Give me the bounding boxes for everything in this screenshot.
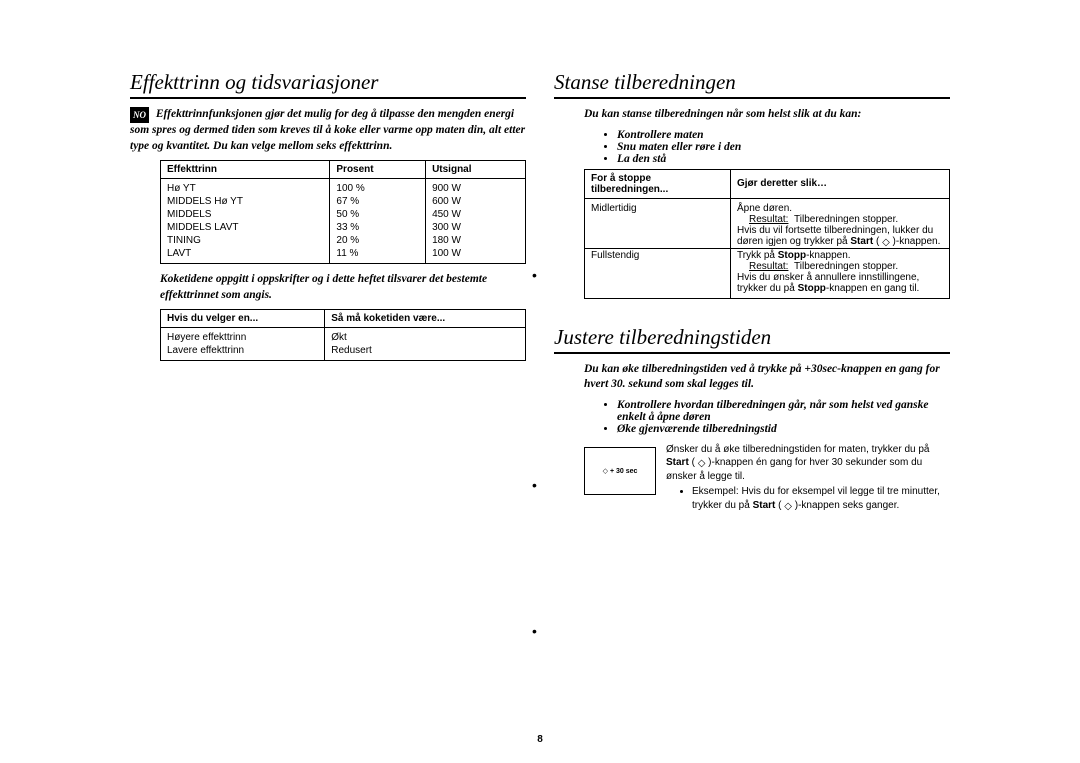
diamond-icon: ◇ [698,457,706,471]
txt: -knappen en gang til. [826,283,919,294]
justere-body: Ønsker du å øke tilberedningstiden for m… [666,443,950,515]
th: Så må koketiden være... [325,310,526,328]
txt: -knappen. [806,250,850,261]
td: Trykk på Stopp-knappen. Resultat: Tilber… [731,248,950,298]
th: Gjør deretter slik… [731,169,950,198]
left-column: Effekttrinn og tidsvariasjoner NO Effekt… [130,70,526,514]
stop-table: For å stoppe tilberedningen... Gjør dere… [584,169,950,299]
td: Hø YT [161,179,330,196]
bullet: Snu maten eller røre i den [617,141,950,153]
td: Midlertidig [585,198,731,248]
heading-justere: Justere tilberedningstiden [554,325,950,354]
intro-justere: Du kan øke tilberedningstiden ved å tryk… [584,362,950,393]
right-column: Stanse tilberedningen Du kan stanse tilb… [554,70,950,514]
td: Økt [325,328,526,345]
result-label: Resultat: [749,214,788,225]
start-label: Start [753,500,776,511]
td: 100 W [426,247,526,264]
td: Lavere effekttrinn [161,344,325,361]
lang-badge: NO [130,107,149,123]
page-number: 8 [537,734,543,745]
start-label: Start [666,457,689,468]
stop-label: Stopp [778,250,806,261]
heading-effekttrinn: Effekttrinn og tidsvariasjoner [130,70,526,99]
td: 67 % [330,195,426,208]
td: Høyere effekttrinn [161,328,325,345]
binder-dot-icon: • [532,268,537,282]
bullet: Kontrollere maten [617,129,950,141]
intro-left: NO Effekttrinnfunksjonen gjør det mulig … [130,107,526,154]
icon-label: + 30 sec [610,468,637,475]
td: 50 % [330,208,426,221]
example-bullet: Eksempel: Hvis du for eksempel vil legge… [692,485,950,512]
td: 20 % [330,234,426,247]
td: 600 W [426,195,526,208]
diamond-icon: ◇ [882,237,890,248]
txt: Tilberedningen stopper. [794,214,898,225]
bullet: Kontrollere hvordan tilberedningen går, … [617,399,950,423]
intro-stanse: Du kan stanse tilberedningen når som hel… [584,107,950,123]
stop-label: Stopp [798,283,826,294]
th: Utsignal [426,161,526,179]
td: TINING [161,234,330,247]
diamond-icon: ◇ [784,500,792,514]
txt: )-knappen seks ganger. [792,500,899,511]
result-label: Resultat: [749,261,788,272]
th: For å stoppe tilberedningen... [585,169,731,198]
binder-dot-icon: • [532,478,537,492]
stanse-bullets: Kontrollere maten Snu maten eller røre i… [599,129,950,165]
td: MIDDELS LAVT [161,221,330,234]
plus30-icon: ◇ + 30 sec [584,447,656,495]
heading-stanse: Stanse tilberedningen [554,70,950,99]
binder-dot-icon: • [532,624,537,638]
bullet: La den stå [617,153,950,165]
td: 11 % [330,247,426,264]
td: Åpne døren. Resultat: Tilberedningen sto… [731,198,950,248]
td: 450 W [426,208,526,221]
td: MIDDELS Hø YT [161,195,330,208]
td: 180 W [426,234,526,247]
td: 33 % [330,221,426,234]
th: Prosent [330,161,426,179]
th: Effekttrinn [161,161,330,179]
cooking-time-note: Koketidene oppgitt i oppskrifter og i de… [160,272,526,303]
td: MIDDELS [161,208,330,221]
start-label: Start [850,236,873,247]
power-table: Effekttrinn Prosent Utsignal Hø YT100 %9… [160,160,526,264]
adjust-table: Hvis du velger en... Så må koketiden vær… [160,309,526,361]
txt: Åpne døren. [737,203,792,214]
td: LAVT [161,247,330,264]
td: 300 W [426,221,526,234]
td: Redusert [325,344,526,361]
justere-bullets: Kontrollere hvordan tilberedningen går, … [599,399,950,435]
th: Hvis du velger en... [161,310,325,328]
txt: Tilberedningen stopper. [794,261,898,272]
td: 900 W [426,179,526,196]
txt: )-knappen. [890,236,941,247]
intro-left-text: Effekttrinnfunksjonen gjør det mulig for… [130,108,525,152]
td: Fullstendig [585,248,731,298]
txt: Ønsker du å øke tilberedningstiden for m… [666,444,929,455]
bullet: Øke gjenværende tilberedningstid [617,423,950,435]
txt: Trykk på [737,250,778,261]
td: 100 % [330,179,426,196]
